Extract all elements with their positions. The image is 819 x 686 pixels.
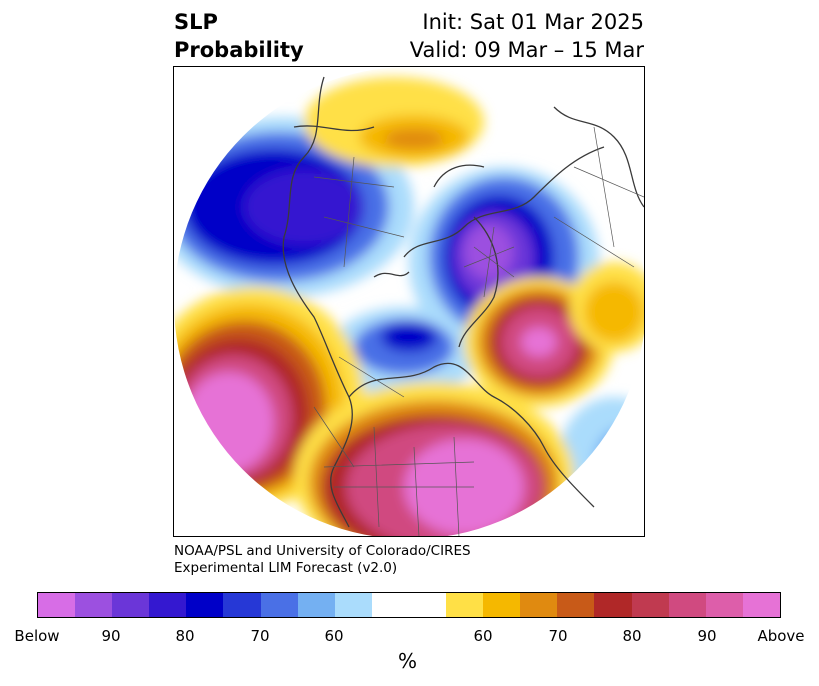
colorbar-segment xyxy=(186,593,224,617)
polar-map-svg xyxy=(174,67,644,536)
colorbar-segment xyxy=(631,593,669,617)
colorbar-tick-label: 60 xyxy=(473,627,493,645)
colorbar-segment xyxy=(408,593,447,617)
colorbar-segment xyxy=(38,593,76,617)
colorbar-tick-label: Below xyxy=(14,627,60,645)
colorbar-segment xyxy=(594,593,632,617)
colorbar-tick-label: Above xyxy=(757,627,805,645)
title-line-1: SLP xyxy=(174,10,218,34)
colorbar-segment xyxy=(668,593,706,617)
colorbar-tick-label: 90 xyxy=(697,627,717,645)
colorbar-tick-label: 80 xyxy=(175,627,195,645)
colorbar-segment xyxy=(557,593,595,617)
colorbar-segment xyxy=(705,593,743,617)
init-date: Init: Sat 01 Mar 2025 xyxy=(422,10,644,34)
map-title: SLP Probability xyxy=(174,8,304,64)
probability-field xyxy=(174,67,644,536)
colorbar-unit: % xyxy=(398,649,418,673)
colorbar-tick-label: 90 xyxy=(101,627,121,645)
forecast-dates: Init: Sat 01 Mar 2025 Valid: 09 Mar – 15… xyxy=(410,8,644,64)
borders xyxy=(313,126,644,536)
colorbar-segment xyxy=(446,593,484,617)
colorbar-segment xyxy=(371,593,409,617)
title-line-2: Probability xyxy=(174,38,304,62)
colorbar-segment xyxy=(149,593,187,617)
colorbar-tick-label: 60 xyxy=(324,627,344,645)
colorbar-tick-label: 80 xyxy=(622,627,642,645)
colorbar-segment xyxy=(260,593,298,617)
credit-line-2: Experimental LIM Forecast (v2.0) xyxy=(174,560,398,576)
probability-map xyxy=(173,66,645,537)
colorbar-segment xyxy=(483,593,521,617)
colorbar-tick-label: 70 xyxy=(250,627,270,645)
credit-line-1: NOAA/PSL and University of Colorado/CIRE… xyxy=(174,543,471,559)
colorbar-segment xyxy=(334,593,372,617)
colorbar-ticks: Below 90 80 70 60 60 70 80 90 Above xyxy=(0,627,819,647)
valid-date: Valid: 09 Mar – 15 Mar xyxy=(409,38,644,62)
colorbar-segment xyxy=(223,593,261,617)
colorbar-segment xyxy=(112,593,150,617)
colorbar-segment xyxy=(742,593,780,617)
credit-text: NOAA/PSL and University of Colorado/CIRE… xyxy=(174,543,471,577)
colorbar-segment xyxy=(75,593,113,617)
colorbar-segment xyxy=(520,593,558,617)
colorbar xyxy=(37,592,781,618)
colorbar-segment xyxy=(297,593,335,617)
colorbar-tick-label: 70 xyxy=(548,627,568,645)
